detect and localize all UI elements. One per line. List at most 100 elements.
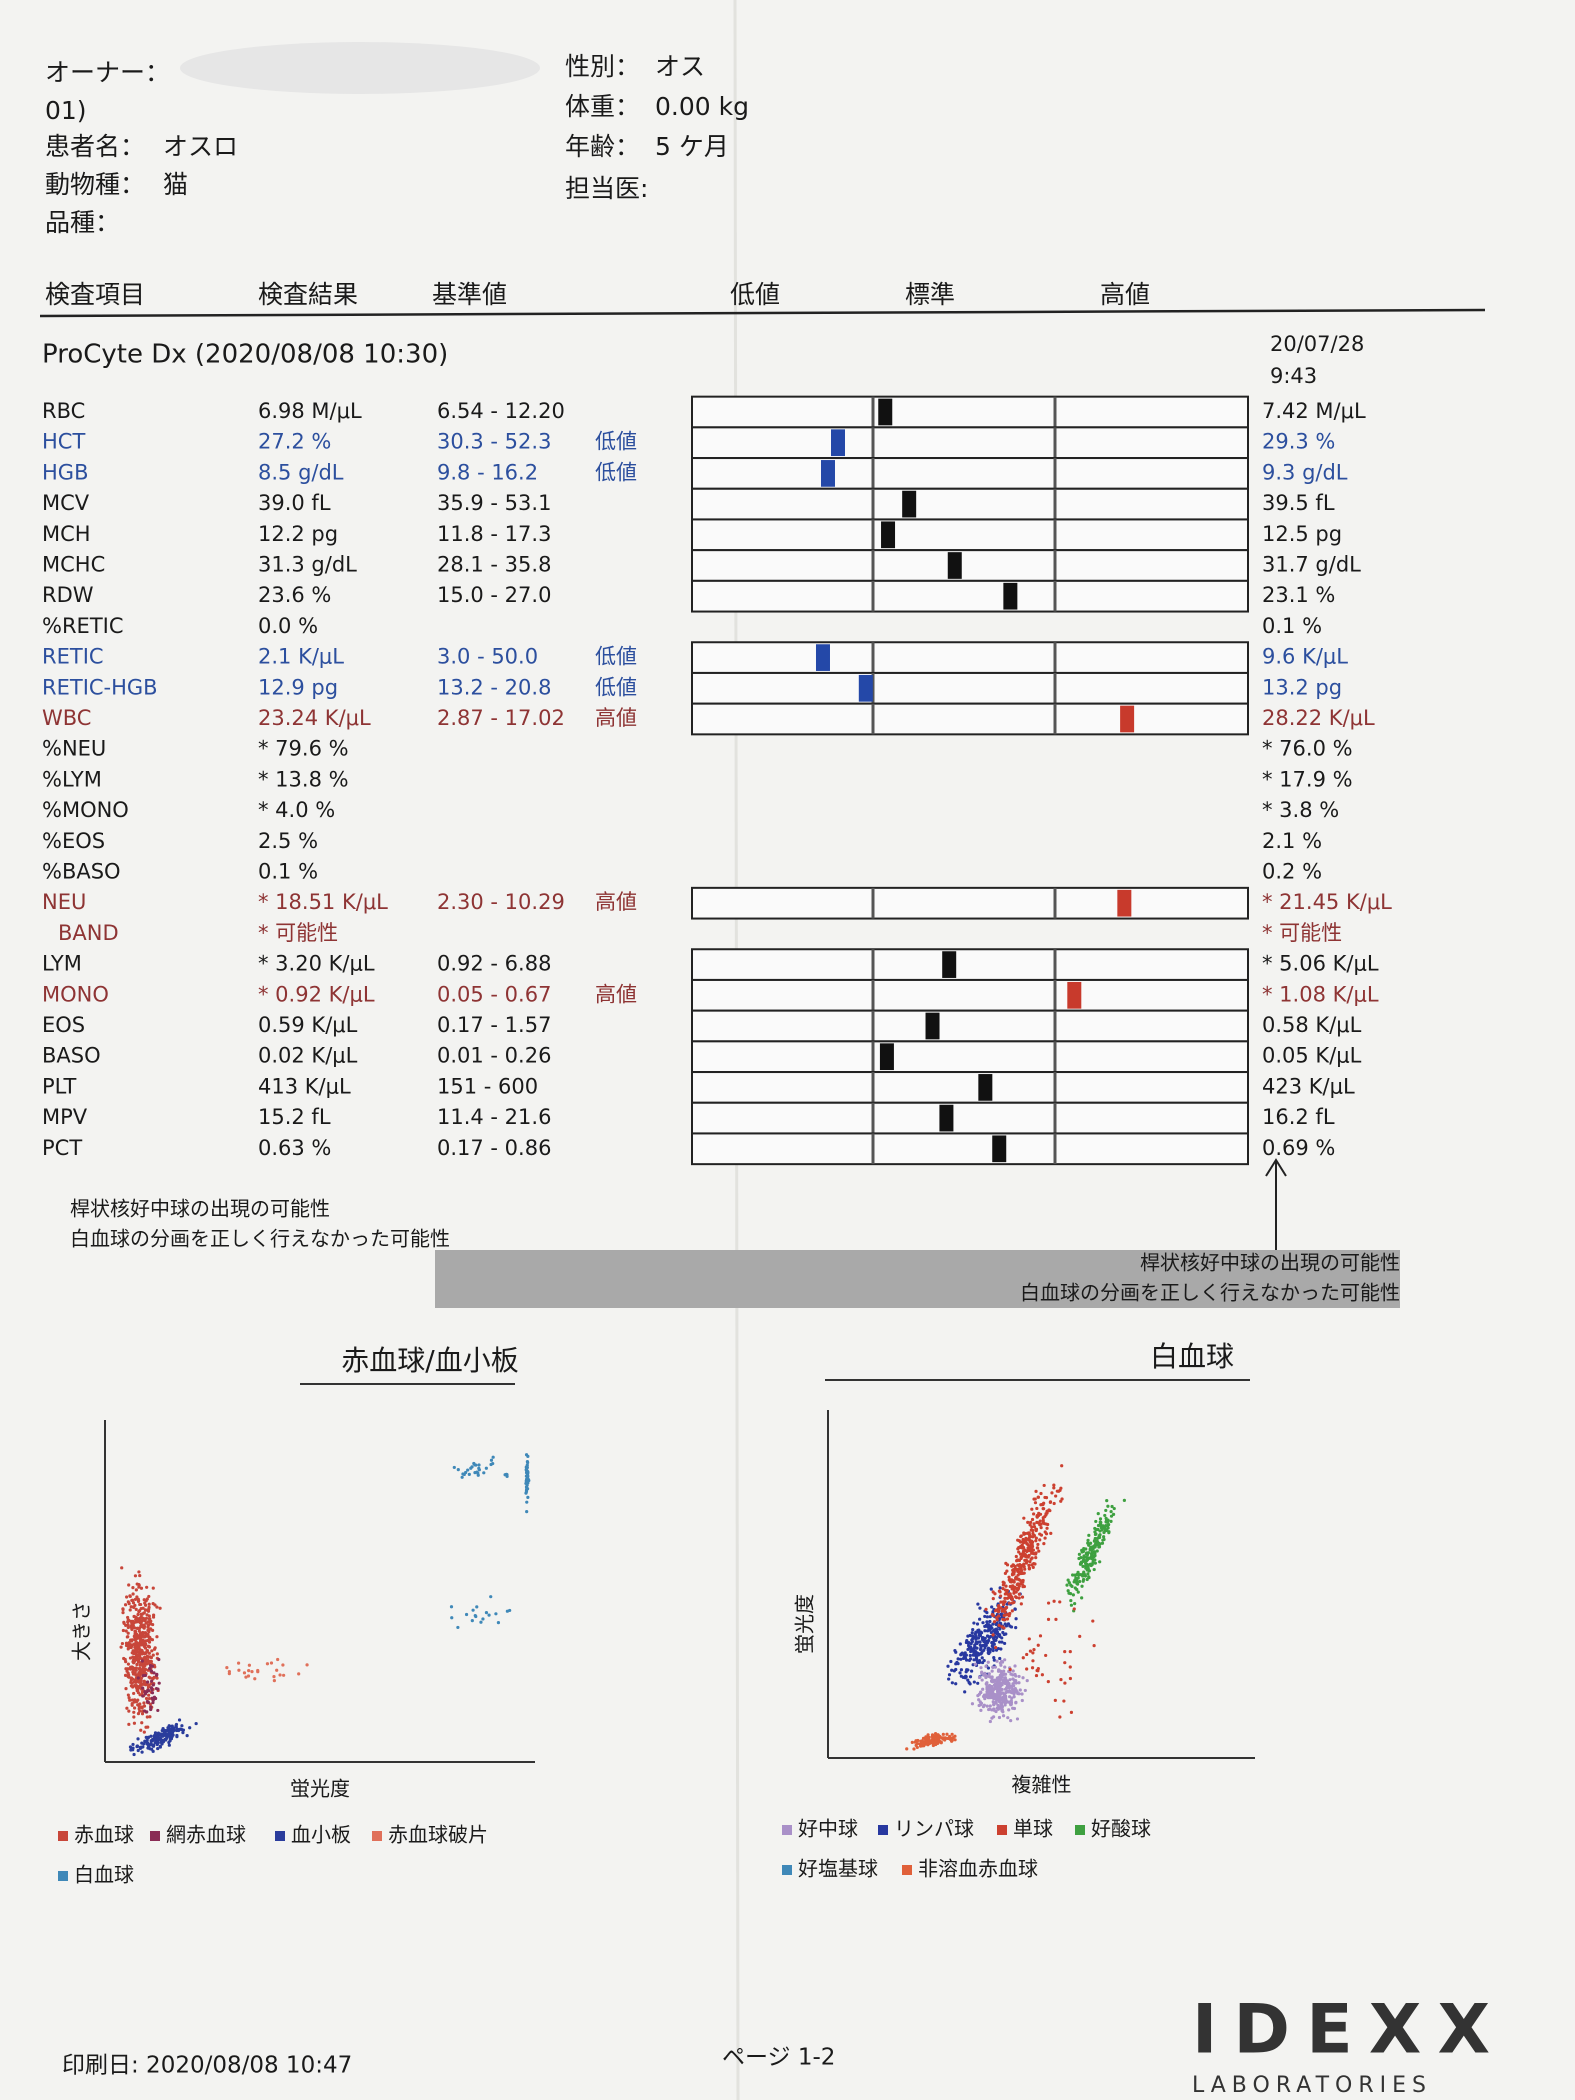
scatter-dot — [1007, 1708, 1011, 1712]
scatter-dot — [149, 1734, 153, 1738]
scatter-dot — [1092, 1644, 1096, 1648]
scatter-dot — [1000, 1640, 1004, 1644]
scatter-dot — [990, 1605, 994, 1609]
scatter-dot — [127, 1645, 132, 1649]
legend-label: 白血球 — [74, 1863, 134, 1887]
scatter-dot — [1013, 1607, 1017, 1611]
test-result: 0.59 K/μL — [258, 1013, 358, 1037]
scatter-dot — [1080, 1596, 1084, 1600]
scatter-dot — [1069, 1603, 1074, 1607]
scatter-dot — [1005, 1686, 1009, 1690]
scatter-dot — [1007, 1601, 1011, 1605]
scatter-dot — [1031, 1528, 1035, 1533]
scatter-dot — [149, 1741, 153, 1746]
scatter-dot — [977, 1698, 981, 1702]
test-result: 0.0 % — [258, 614, 318, 638]
scatter-dot — [925, 1740, 929, 1744]
scatter-dot — [985, 1615, 989, 1619]
scatter-dot — [984, 1643, 988, 1647]
scatter-dot — [1002, 1694, 1007, 1699]
scatter-dot — [1095, 1549, 1099, 1553]
scatter-dot — [976, 1630, 981, 1634]
scatter-dot — [125, 1706, 129, 1710]
scatter-dot — [995, 1627, 999, 1632]
scatter-dot — [1028, 1560, 1032, 1564]
scatter-dot — [1038, 1512, 1043, 1516]
scatter-dot — [1053, 1698, 1057, 1702]
scatter-dot — [1003, 1676, 1007, 1680]
scatter-dot — [1087, 1569, 1091, 1573]
scatter-dot — [1041, 1520, 1045, 1525]
scatter-dot — [1102, 1526, 1106, 1530]
owner-label: オーナー： — [45, 58, 170, 87]
gauge-marker — [1120, 705, 1135, 733]
scatter-dot — [253, 1677, 257, 1681]
scatter-dot — [1045, 1526, 1049, 1530]
scatter-dot — [1020, 1552, 1024, 1556]
species: 猫 — [163, 170, 188, 199]
scatter-dot — [976, 1694, 980, 1698]
scatter-dot — [131, 1666, 135, 1671]
scatter-dot — [135, 1617, 140, 1621]
gauge-marker — [878, 398, 893, 426]
scatter-dot — [941, 1737, 945, 1741]
test-result: 0.1 % — [258, 860, 318, 884]
scatter-dot — [133, 1597, 138, 1601]
patient-label: 患者名： — [45, 132, 145, 161]
scatter-dot — [1007, 1686, 1011, 1690]
scatter-dot — [999, 1647, 1003, 1651]
scatter-dot — [482, 1471, 486, 1475]
scatter-dot — [1016, 1588, 1020, 1592]
previous-result: * 5.06 K/μL — [1262, 952, 1379, 976]
scatter-dot — [1042, 1541, 1046, 1546]
previous-result: * 76.0 % — [1262, 737, 1353, 761]
gauge-row — [691, 1101, 1249, 1135]
scatter-dot — [450, 1616, 454, 1620]
scatter-dot — [979, 1666, 983, 1670]
scatter-dot — [143, 1709, 147, 1713]
scatter-dot — [460, 1475, 464, 1479]
scatter-dot — [1057, 1489, 1061, 1493]
scatter-dot — [1032, 1522, 1036, 1526]
doctor-label: 担当医: — [565, 174, 648, 203]
scatter-dot — [247, 1669, 251, 1673]
scatter-dot — [1016, 1573, 1020, 1577]
scatter-dot — [123, 1657, 127, 1662]
scatter-dot — [1029, 1557, 1033, 1561]
scatter-dot — [1036, 1542, 1040, 1547]
scatter-dot — [1001, 1710, 1005, 1714]
scatter-dot — [140, 1659, 144, 1663]
test-result: 31.3 g/dL — [258, 553, 357, 577]
scatter-dot — [250, 1670, 254, 1674]
scatter-dot — [137, 1629, 141, 1633]
scatter-dot — [144, 1735, 148, 1739]
scatter-dot — [1086, 1551, 1091, 1555]
scatter-dot — [997, 1633, 1002, 1637]
scatter-dot — [973, 1653, 977, 1657]
scatter-dot — [276, 1657, 280, 1662]
scatter-dot — [1015, 1717, 1020, 1721]
scatter-dot — [950, 1668, 954, 1672]
scatter-dot — [156, 1731, 161, 1735]
scatter-dot — [1082, 1558, 1086, 1562]
scatter-dot — [985, 1629, 990, 1633]
scatter-dot — [961, 1675, 965, 1679]
scatter-dot — [1046, 1617, 1051, 1621]
scatter-dot — [979, 1646, 983, 1650]
scatter-dot — [158, 1745, 162, 1749]
scatter-dot — [991, 1665, 995, 1669]
scatter-dot — [975, 1658, 979, 1663]
scatter-dot — [983, 1696, 987, 1701]
scatter-dot — [1002, 1613, 1006, 1618]
legend-label: 好酸球 — [1091, 1817, 1151, 1841]
scatter-dot — [1021, 1585, 1025, 1589]
scatter-dot — [139, 1728, 143, 1732]
test-name: MCHC — [42, 553, 105, 577]
scatter-dot — [1035, 1520, 1039, 1524]
scatter-dot — [959, 1668, 964, 1672]
scatter-dot — [152, 1675, 156, 1679]
scatter-dot — [150, 1691, 155, 1695]
scatter-dot — [984, 1682, 989, 1686]
scatter-dot — [1092, 1567, 1096, 1572]
scatter-dot — [1005, 1617, 1010, 1621]
